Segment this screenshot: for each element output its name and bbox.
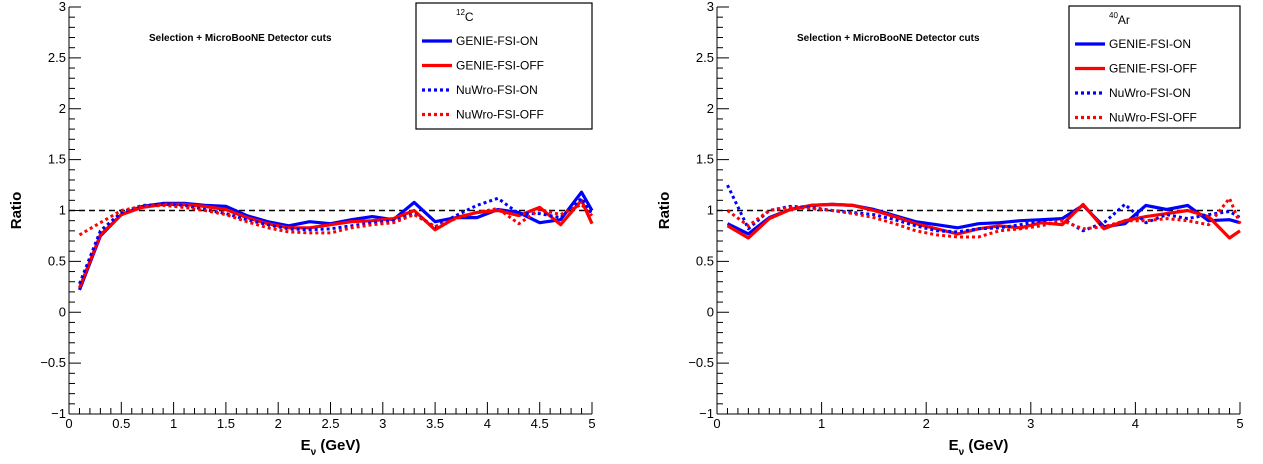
y-tick-label: 1.5: [696, 152, 714, 167]
legend-entry-label: GENIE-FSI-OFF: [456, 59, 544, 73]
series-line-nuwro-fsi-off: [78, 202, 594, 237]
x-tick-label: 1: [170, 416, 177, 431]
x-tick-label: 3: [1027, 416, 1034, 431]
y-tick-label: 2.5: [696, 50, 714, 65]
legend: 12C GENIE-FSI-ON GENIE-FSI-OFF NuWro-FSI-ON…: [415, 2, 593, 130]
legend-title: 40Ar: [1109, 11, 1130, 27]
y-tick-label: 1: [59, 203, 66, 218]
x-tick-label: 2: [275, 416, 282, 431]
y-tick-label: 0: [59, 304, 66, 319]
series-line-genie-fsi-off: [726, 202, 1241, 240]
x-axis-label: Eν (GeV): [301, 437, 361, 458]
y-tick-label: 2: [707, 101, 714, 116]
x-tick-label: 3: [379, 416, 386, 431]
x-axis-label: Eν (GeV): [949, 437, 1009, 458]
y-tick-label: 3: [59, 0, 66, 14]
x-tick-label: 3.5: [426, 416, 444, 431]
x-tick-label: 5: [588, 416, 595, 431]
y-tick-label: −0.5: [40, 355, 66, 370]
x-tick-label: 5: [1236, 416, 1243, 431]
y-tick-label: 1: [707, 203, 714, 218]
series-line-nuwro-fsi-on: [78, 196, 594, 285]
x-tick-label: 4: [484, 416, 491, 431]
legend-title: 12C: [456, 8, 474, 24]
legend-entry-label: NuWro-FSI-ON: [456, 83, 538, 97]
y-tick-label: 3: [707, 0, 714, 14]
y-tick-label: 1.5: [48, 152, 66, 167]
series-line-genie-fsi-off: [78, 198, 594, 289]
x-tick-label: 1.5: [217, 416, 235, 431]
legend-entry-label: NuWro-FSI-ON: [1109, 86, 1191, 100]
y-tick-label: −0.5: [688, 355, 714, 370]
y-tick-label: 2: [59, 101, 66, 116]
y-tick-label: 2.5: [48, 50, 66, 65]
y-axis-label: Ratio: [656, 192, 673, 230]
legend-entry-label: NuWro-FSI-OFF: [456, 108, 544, 122]
x-tick-label: 0.5: [112, 416, 130, 431]
legend-entry-label: GENIE-FSI-ON: [456, 34, 538, 48]
x-tick-label: 1: [818, 416, 825, 431]
y-tick-label: −1: [51, 406, 66, 421]
legend-entry-label: NuWro-FSI-OFF: [1109, 111, 1197, 125]
y-tick-label: −1: [699, 406, 714, 421]
y-tick-label: 0.5: [696, 253, 714, 268]
x-tick-label: 4: [1132, 416, 1139, 431]
selection-annotation: Selection + MicroBooNE Detector cuts: [797, 33, 980, 44]
x-tick-label: 4.5: [531, 416, 549, 431]
x-tick-label: 0: [713, 416, 720, 431]
legend: 40Ar GENIE-FSI-ON GENIE-FSI-OFF NuWro-FSI-O…: [1068, 5, 1241, 129]
chart-panel-argon: −1 −0.5 0 0.5 1 1.5 2 2.5 3 0 1 2 3 4 5 Eν (GeV) Ratio Se…: [656, 0, 1244, 458]
legend-entry-label: GENIE-FSI-OFF: [1109, 62, 1197, 76]
x-tick-label: 2.5: [321, 416, 339, 431]
y-tick-label: 0.5: [48, 253, 66, 268]
y-tick-label: 0: [707, 304, 714, 319]
series-line-nuwro-fsi-off: [726, 196, 1242, 239]
chart-panel-carbon: −1 −0.5 0 0.5 1 1.5 2 2.5 3 0 0.5 1 1.5 2 2.5 3 3.5 4 4.5 5…: [8, 0, 596, 458]
x-tick-label: 0: [65, 416, 72, 431]
selection-annotation: Selection + MicroBooNE Detector cuts: [149, 33, 332, 44]
y-axis-label: Ratio: [8, 192, 25, 230]
x-tick-label: 2: [923, 416, 930, 431]
legend-entry-label: GENIE-FSI-ON: [1109, 37, 1191, 51]
